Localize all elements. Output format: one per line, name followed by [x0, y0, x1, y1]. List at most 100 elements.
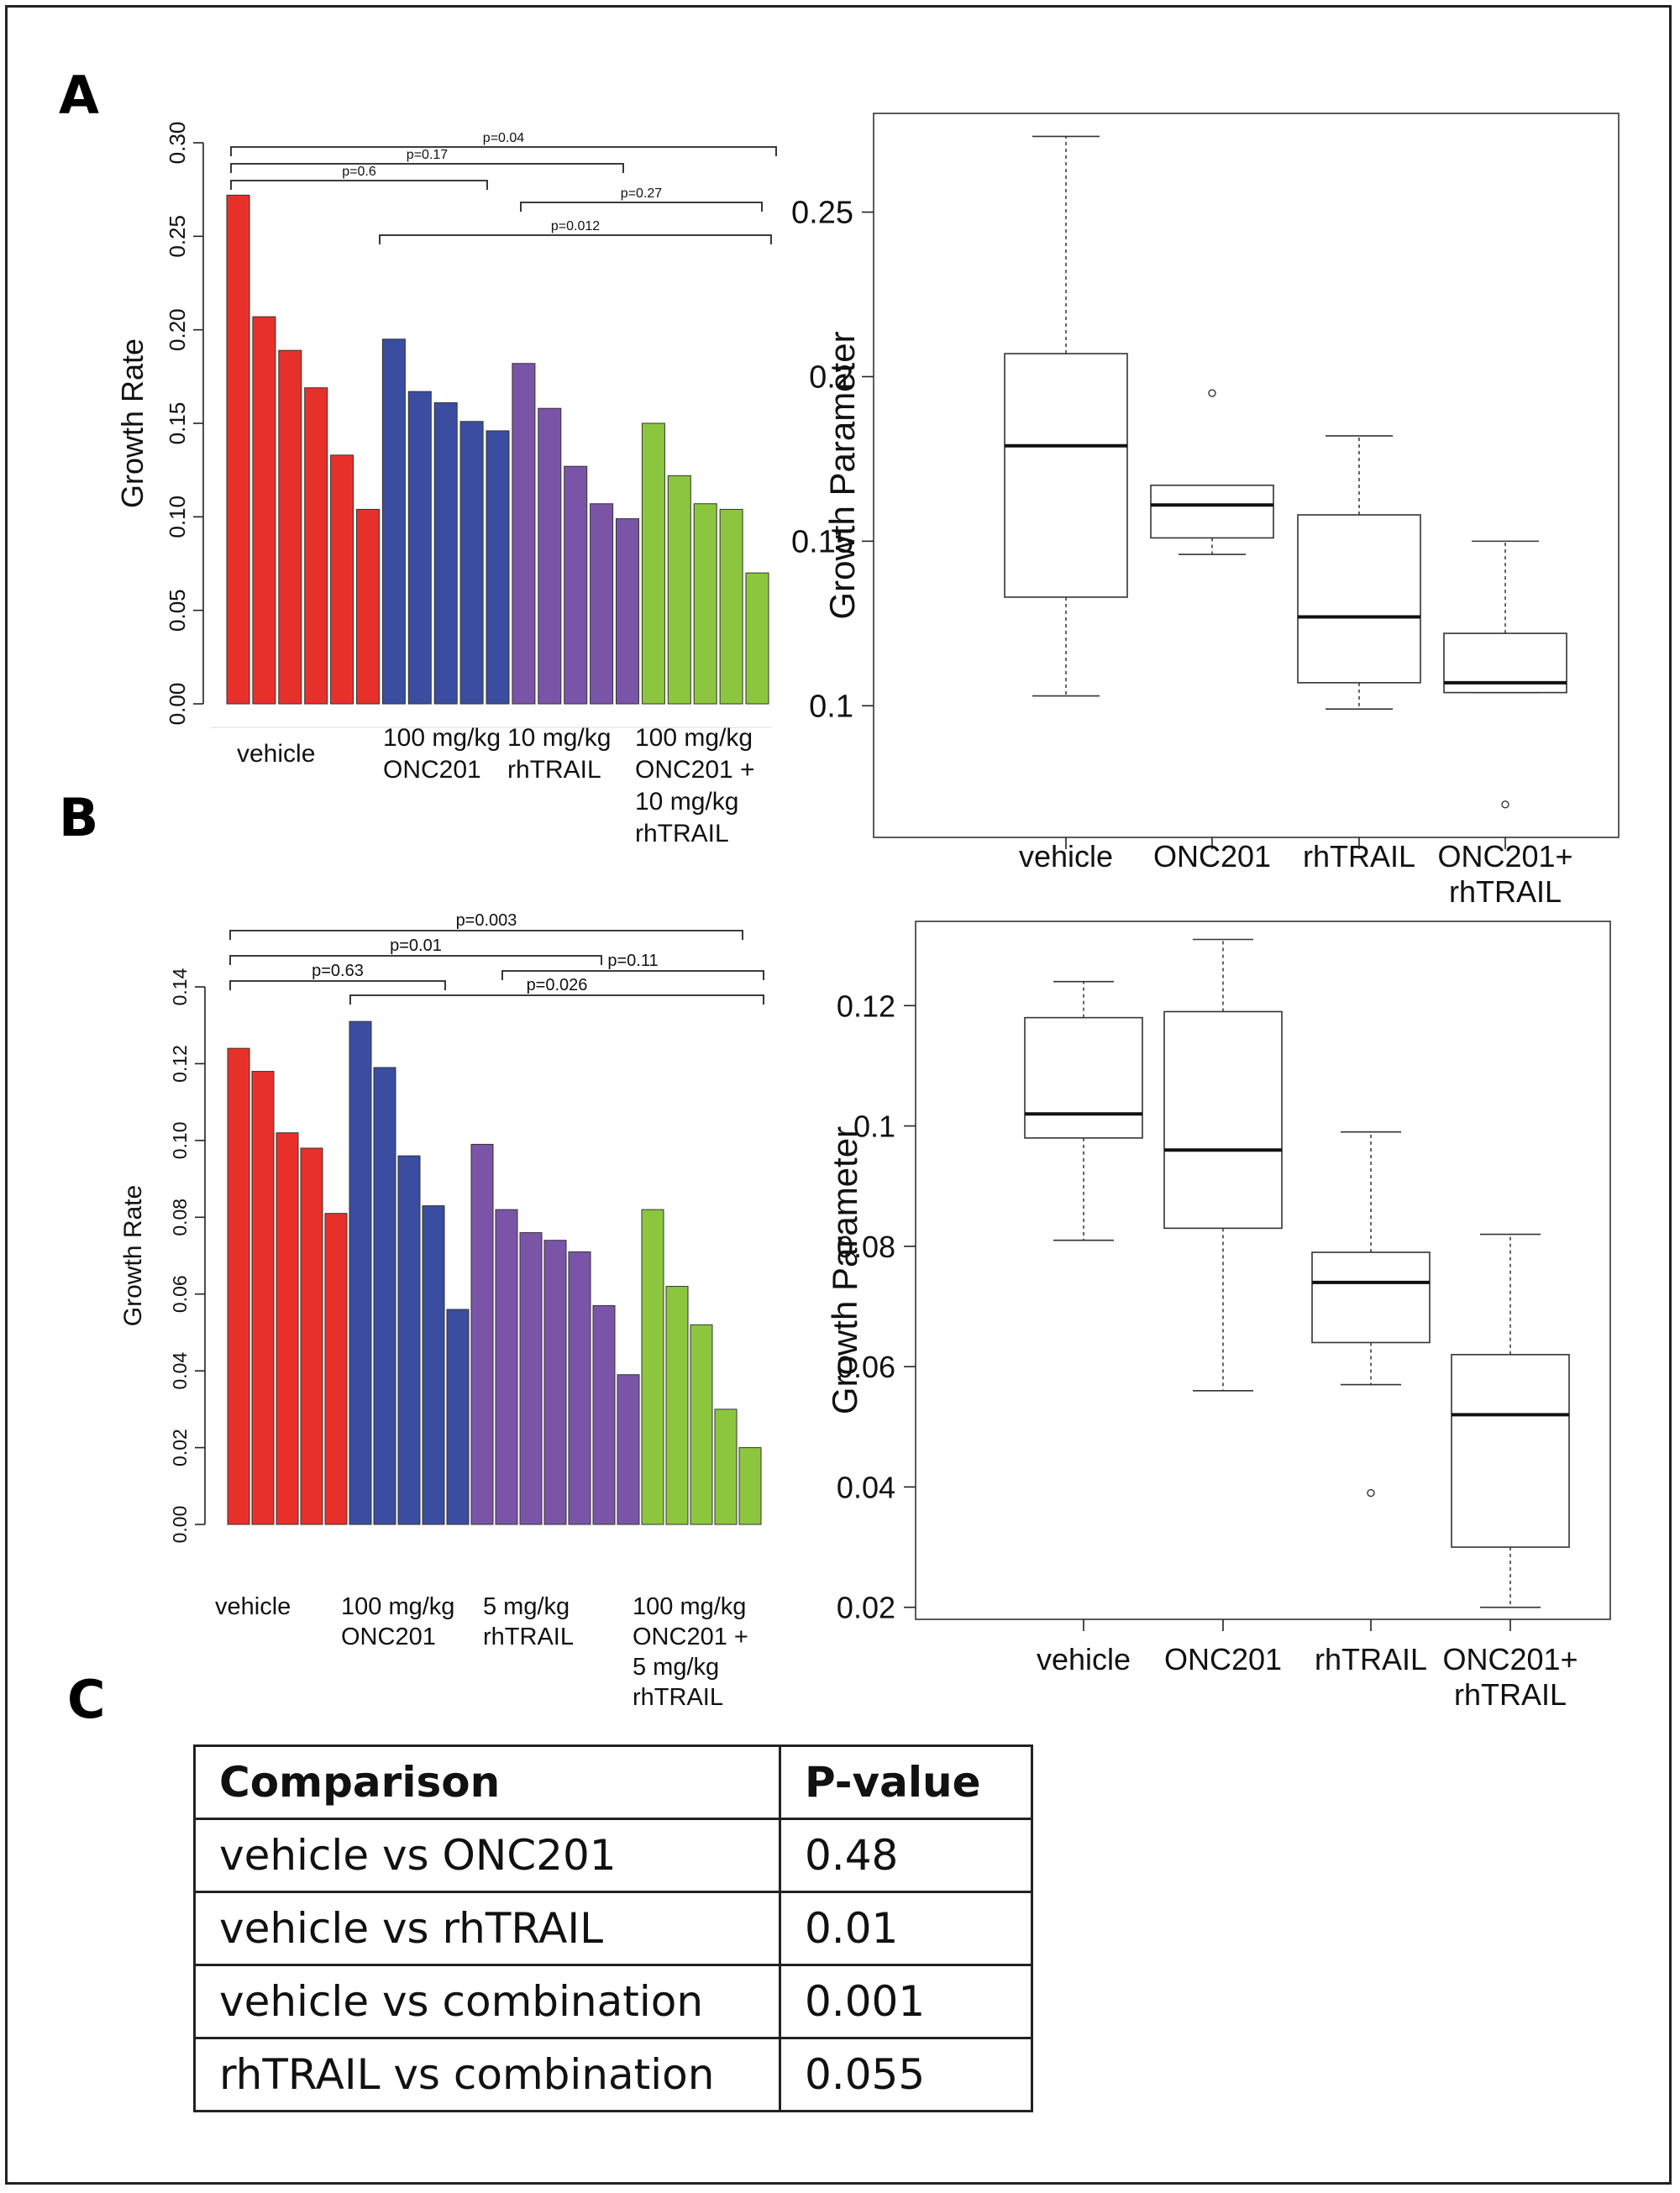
bar	[641, 422, 665, 705]
bar	[397, 1155, 421, 1525]
significance-bracket	[230, 163, 624, 173]
plot-frame	[915, 921, 1611, 1620]
y-tick-label: 0.15	[791, 524, 853, 559]
y-axis-label: Growth Parameter	[825, 1126, 864, 1414]
y-tick-label: 0.12	[837, 989, 895, 1023]
panel-label-c: C	[67, 1669, 106, 1730]
table-header-comparison: Comparison	[193, 1744, 781, 1820]
p-value-annotation: p=0.17	[407, 148, 448, 162]
y-axis-label: Growth Rate	[115, 338, 150, 508]
y-tick-label: 0.1	[853, 1110, 895, 1144]
group-label: vehicle	[215, 1593, 291, 1620]
table-row: vehicle vs combination 0.001	[193, 1964, 1033, 2039]
outlier-point	[1501, 800, 1509, 809]
bar	[690, 1324, 713, 1525]
table-header-p-value: P-value	[779, 1744, 1033, 1820]
y-tick-label: 0.25	[791, 196, 853, 231]
bar	[665, 1286, 689, 1525]
p-value-annotation: p=0.04	[483, 131, 524, 145]
y-tick-label: 0.25	[165, 215, 190, 258]
p-value-annotation: p=0.01	[390, 936, 442, 955]
table-cell-p-value: 0.01	[779, 1891, 1033, 1966]
significance-bracket	[230, 146, 777, 156]
bar	[324, 1213, 348, 1525]
y-tick-label: 0.06	[169, 1275, 191, 1313]
y-tick-label: 0.04	[837, 1470, 895, 1504]
bar	[422, 1205, 445, 1525]
table-cell-comparison: vehicle vs ONC201	[193, 1818, 781, 1893]
table-cell-p-value: 0.055	[779, 2037, 1033, 2112]
figure-frame	[5, 5, 1672, 2185]
box-iqr	[1024, 1016, 1143, 1139]
bar	[564, 465, 588, 705]
bar	[641, 1209, 664, 1525]
significance-bracket	[229, 955, 602, 965]
panel-label-b: B	[59, 787, 98, 848]
bar	[616, 518, 639, 705]
bar	[251, 1071, 275, 1525]
x-category-label: ONC201	[1164, 1642, 1282, 1676]
y-tick-label: 0.30	[165, 122, 190, 165]
y-tick-label: 0.1	[809, 689, 853, 724]
bar	[459, 421, 484, 705]
bar	[745, 572, 769, 705]
bar	[226, 194, 250, 705]
bar	[446, 1309, 470, 1525]
bar	[617, 1374, 640, 1525]
table-cell-p-value: 0.001	[779, 1964, 1033, 2039]
bar	[486, 430, 510, 705]
chart-b-growth-parameter-boxplot: 0.02 0.04 0.06 0.08 0.1 0.12 Growth Parameter v…	[825, 921, 1611, 1712]
y-tick-label: 0.10	[165, 496, 190, 538]
box-iqr	[1451, 1353, 1570, 1548]
y-axis-label: Growth Parameter	[822, 331, 862, 619]
bar	[568, 1251, 591, 1525]
y-tick-label: 0.14	[169, 968, 191, 1005]
bar	[470, 1143, 494, 1525]
y-axis-label: Growth Rate	[119, 1185, 147, 1326]
table-row: vehicle vs ONC201 0.48	[193, 1818, 1033, 1893]
group-label: 100 mg/kg ONC201 +10 mg/kg rhTRAIL	[635, 724, 755, 847]
group-label: 10 mg/kg rhTRAIL	[507, 724, 611, 784]
x-category-label: rhTRAIL	[1303, 839, 1415, 874]
y-tick-label: 0.00	[169, 1506, 191, 1544]
box-iqr	[1297, 514, 1421, 684]
bar	[304, 387, 328, 705]
table-cell-comparison: vehicle vs combination	[193, 1964, 781, 2039]
group-label: 100 mg/kg ONC201	[341, 1593, 454, 1650]
panel-label-a: A	[59, 65, 99, 126]
bar	[433, 402, 458, 705]
bar	[278, 349, 302, 705]
significance-bracket	[229, 980, 446, 990]
bar	[356, 508, 380, 705]
bar	[693, 503, 717, 705]
plot-frame	[873, 113, 1620, 838]
p-value-annotation: p=0.6	[342, 165, 376, 179]
x-category-label: ONC201	[1153, 839, 1271, 874]
table-cell-comparison: vehicle vs rhTRAIL	[193, 1891, 781, 1966]
bar	[381, 338, 406, 705]
y-tick-label: 0.20	[165, 308, 190, 351]
p-value-annotation: p=0.11	[607, 952, 658, 970]
y-tick-label: 0.15	[165, 402, 190, 445]
y-tick-label: 0.06	[837, 1350, 895, 1384]
bar	[300, 1147, 323, 1525]
p-value-annotation: p=0.026	[527, 976, 588, 994]
bar	[330, 454, 354, 705]
outlier-point	[1367, 1488, 1375, 1498]
y-tick-label: 0.10	[169, 1121, 191, 1159]
bar	[227, 1047, 250, 1525]
y-tick-label: 0.02	[169, 1429, 191, 1466]
y-tick-label: 0.2	[809, 359, 853, 395]
x-category-label: ONC201+ rhTRAIL	[1442, 1642, 1578, 1712]
box-iqr	[1004, 353, 1128, 598]
y-tick-label: 0.00	[165, 683, 190, 726]
y-tick-label: 0.12	[169, 1045, 191, 1083]
bar	[543, 1240, 567, 1525]
box-iqr	[1163, 1010, 1283, 1230]
significance-bracket	[349, 994, 764, 1005]
bar	[738, 1447, 762, 1525]
p-value-annotation: p=0.003	[456, 911, 517, 930]
table-header-row: Comparison P-value	[193, 1744, 1033, 1820]
x-category-label: vehicle	[1037, 1642, 1131, 1676]
